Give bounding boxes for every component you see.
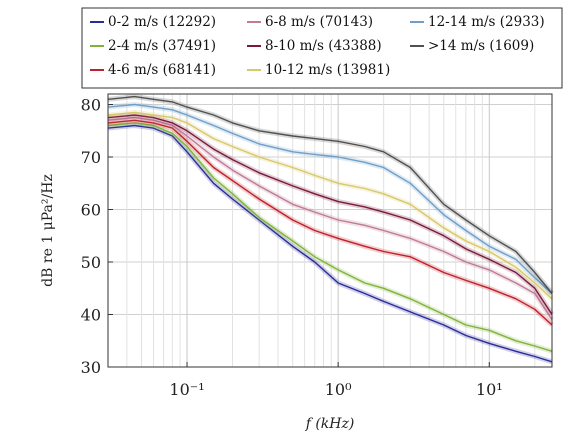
series-layer [107, 94, 555, 365]
series-line [107, 119, 553, 326]
x-tick-label: 10¹ [476, 380, 503, 399]
legend-entry: 12-14 m/s (2933) [428, 14, 545, 30]
y-tick-label: 30 [81, 358, 101, 377]
x-tick-label: 10⁻¹ [169, 380, 204, 399]
series-line [107, 103, 553, 295]
x-axis-ticks: 10⁻¹ 10⁰ 10¹ [169, 362, 503, 399]
y-tick-label: 40 [81, 306, 101, 325]
y-tick-label: 70 [81, 148, 101, 167]
legend-box [81, 7, 563, 89]
y-tick-label: 80 [81, 96, 101, 115]
series-line [107, 95, 553, 294]
series-line [107, 114, 553, 315]
series-line [107, 111, 553, 300]
legend-entry: 8-10 m/s (43388) [265, 38, 382, 54]
y-axis-label: dB re 1 μPa²/Hz [40, 174, 56, 287]
y-tick-label: 50 [81, 253, 101, 272]
legend-entry: >14 m/s (1609) [428, 38, 534, 54]
axes-border [107, 93, 553, 368]
plot-background [108, 94, 552, 367]
axes-frame [107, 93, 553, 368]
legend-entry: 2-4 m/s (37491) [108, 38, 216, 54]
legend: 0-2 m/s (12292) 2-4 m/s (37491) 4-6 m/s (6… [81, 7, 563, 89]
legend-entry: 0-2 m/s (12292) [108, 14, 216, 30]
legend-entry: 10-12 m/s (13981) [265, 62, 390, 78]
legend-entry: 6-8 m/s (70143) [265, 14, 373, 30]
series-line [107, 124, 553, 363]
series-line [107, 122, 553, 352]
x-tick-label: 10⁰ [325, 380, 352, 399]
y-axis-ticks: 30 40 50 60 70 80 [81, 96, 113, 377]
x-axis-label: f (kHz) [305, 416, 355, 432]
legend-entry: 4-6 m/s (68141) [108, 62, 216, 78]
series-line [107, 116, 553, 321]
plot-area [108, 94, 552, 367]
y-tick-label: 60 [81, 201, 101, 220]
